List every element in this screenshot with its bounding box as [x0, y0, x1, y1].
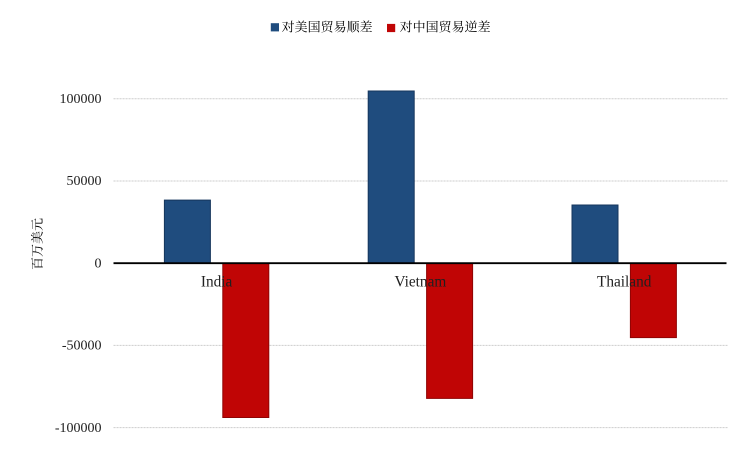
svg-text:-50000: -50000	[62, 339, 102, 354]
svg-text:100000: 100000	[60, 92, 102, 107]
svg-text:Thailand: Thailand	[597, 274, 652, 291]
svg-text:-100000: -100000	[55, 421, 102, 436]
svg-text:Vietnam: Vietnam	[395, 274, 447, 291]
svg-text:0: 0	[95, 256, 102, 271]
svg-text:50000: 50000	[67, 174, 102, 189]
svg-text:India: India	[201, 274, 233, 291]
